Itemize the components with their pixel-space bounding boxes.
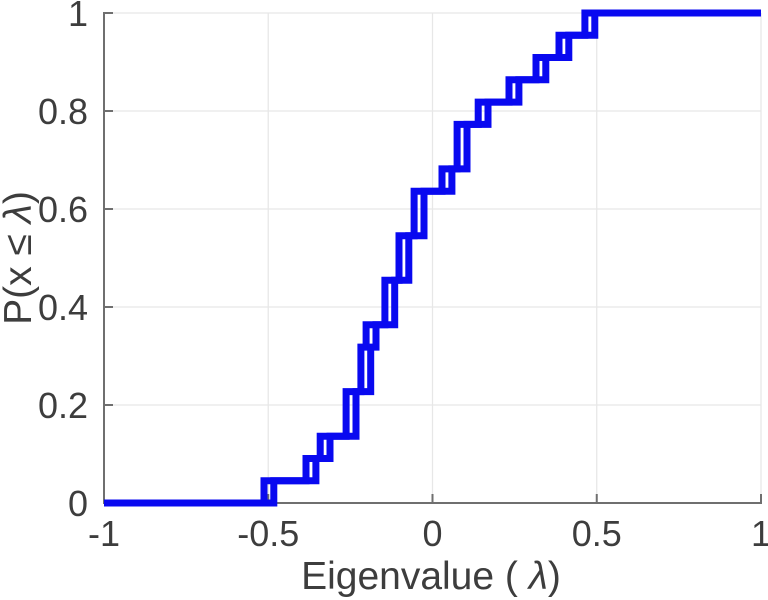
x-tick-label: 1 bbox=[751, 513, 768, 554]
x-axis-label: Eigenvalue ( λ) bbox=[301, 555, 561, 598]
lambda-symbol: λ bbox=[0, 204, 40, 225]
ecdf-step-curves bbox=[104, 9, 761, 507]
y-tick-label: 1 bbox=[68, 0, 88, 34]
y-tick-label: 0.4 bbox=[38, 287, 88, 328]
y-tick-labels: 0 0.2 0.4 0.6 0.8 1 bbox=[38, 0, 88, 524]
y-axis-label: P(x ≤ λ) bbox=[0, 191, 40, 325]
x-tick-label: -1 bbox=[88, 513, 120, 554]
x-tick-label: 0 bbox=[422, 513, 442, 554]
y-tick-label: 0.2 bbox=[38, 385, 88, 426]
y-tick-label: 0.8 bbox=[38, 91, 88, 132]
y-tick-label: 0 bbox=[68, 483, 88, 524]
x-tick-label: -0.5 bbox=[237, 513, 299, 554]
ecdf-curve-b bbox=[104, 9, 761, 507]
x-tick-labels: -1 -0.5 0 0.5 1 bbox=[88, 513, 768, 554]
lambda-symbol: λ bbox=[527, 555, 548, 598]
y-tick-label: 0.6 bbox=[38, 189, 88, 230]
grid-lines bbox=[104, 12, 762, 503]
x-tick-label: 0.5 bbox=[572, 513, 622, 554]
